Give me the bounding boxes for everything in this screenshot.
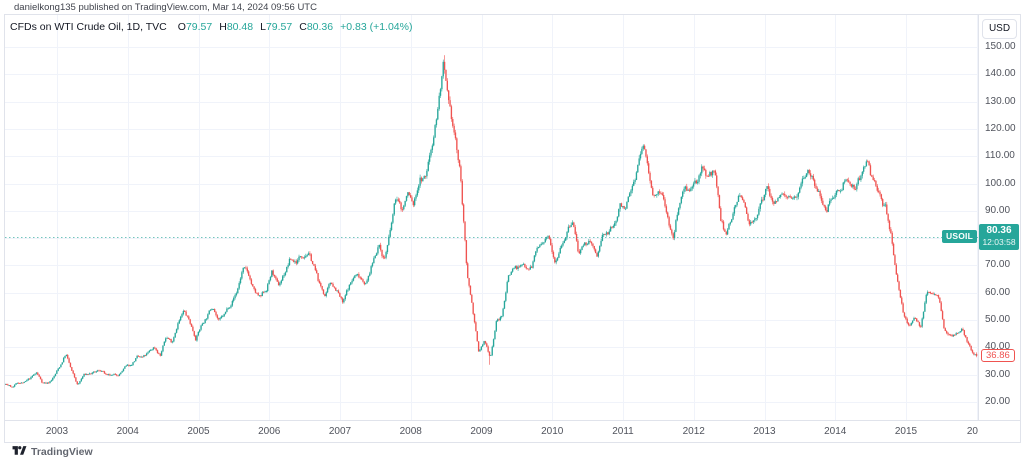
price-tick: 150.00 bbox=[985, 41, 1016, 52]
change-value: +0.83 (+1.04%) bbox=[340, 21, 413, 33]
price-scale[interactable]: USD 150.00 140.00 130.00 120.00 110.00 100.00… bbox=[978, 15, 1020, 420]
close-label: C bbox=[299, 21, 307, 33]
open-value: 79.57 bbox=[185, 21, 213, 33]
chart-pane[interactable]: CFDs on WTI Crude Oil, 1D, TVC O79.57 H80.… bbox=[5, 15, 978, 420]
price-tick: 140.00 bbox=[985, 68, 1016, 80]
symbol-title: CFDs on WTI Crude Oil, 1D, TVC bbox=[10, 21, 167, 33]
time-tick: 2004 bbox=[116, 426, 139, 437]
footer: TradingView bbox=[12, 445, 93, 458]
price-tick: 50.00 bbox=[985, 314, 1011, 325]
tradingview-logo-icon bbox=[12, 446, 27, 455]
symbol-price-tag: USOIL bbox=[942, 230, 977, 243]
currency-toggle-button[interactable]: USD bbox=[982, 19, 1017, 39]
time-tick: 2014 bbox=[824, 426, 847, 437]
close-value: 80.36 bbox=[306, 21, 334, 33]
time-tick: 2015 bbox=[894, 426, 918, 437]
time-scale[interactable]: 2003 2004 2005 2006 2007 2008 2009 2010 2011 2012… bbox=[5, 420, 1020, 442]
time-tick: 2012 bbox=[682, 426, 705, 437]
time-tick: 2009 bbox=[470, 426, 493, 437]
price-tick: 20.00 bbox=[985, 395, 1011, 407]
price-tick: 40.00 bbox=[985, 341, 1011, 353]
chart-widget: CFDs on WTI Crude Oil, 1D, TVC O79.57 H80.… bbox=[4, 14, 1021, 443]
low-value: 79.57 bbox=[265, 21, 293, 33]
price-tick: 70.00 bbox=[985, 259, 1011, 271]
time-tick: 2011 bbox=[612, 426, 634, 437]
time-tick: 2010 bbox=[541, 426, 564, 437]
price-tick: 100.00 bbox=[985, 177, 1016, 189]
high-label: H bbox=[219, 21, 227, 33]
time-tick: 2006 bbox=[258, 426, 281, 437]
high-value: 80.48 bbox=[226, 21, 254, 33]
last-price-badge: 80.36 12:03:58 bbox=[979, 224, 1019, 250]
price-tick: 130.00 bbox=[985, 95, 1016, 107]
low-label-letter: L bbox=[260, 21, 266, 33]
time-tick: 2005 bbox=[187, 426, 210, 437]
tradingview-brand[interactable]: TradingView bbox=[31, 445, 93, 458]
price-tick: 60.00 bbox=[985, 286, 1011, 298]
candlestick-chart-canvas[interactable] bbox=[5, 15, 978, 420]
time-tick: 2008 bbox=[399, 426, 422, 437]
price-tick: 30.00 bbox=[985, 368, 1011, 380]
price-tick: 90.00 bbox=[985, 204, 1011, 216]
time-tick: 2003 bbox=[45, 426, 69, 437]
price-tick: 110.00 bbox=[985, 150, 1015, 162]
bar-countdown: 12:03:58 bbox=[982, 237, 1016, 247]
open-label: O bbox=[177, 21, 186, 33]
time-tick: 2007 bbox=[328, 426, 352, 437]
price-tick: 120.00 bbox=[985, 122, 1016, 134]
publish-attribution: danielkong135 published on TradingView.c… bbox=[14, 2, 317, 13]
last-price-value: 80.36 bbox=[986, 225, 1012, 236]
low-price-label: 36.86 bbox=[981, 349, 1015, 362]
time-tick: 20 bbox=[966, 426, 978, 437]
time-tick: 2013 bbox=[753, 426, 776, 437]
chart-legend[interactable]: CFDs on WTI Crude Oil, 1D, TVC O79.57 H80.… bbox=[10, 21, 412, 34]
